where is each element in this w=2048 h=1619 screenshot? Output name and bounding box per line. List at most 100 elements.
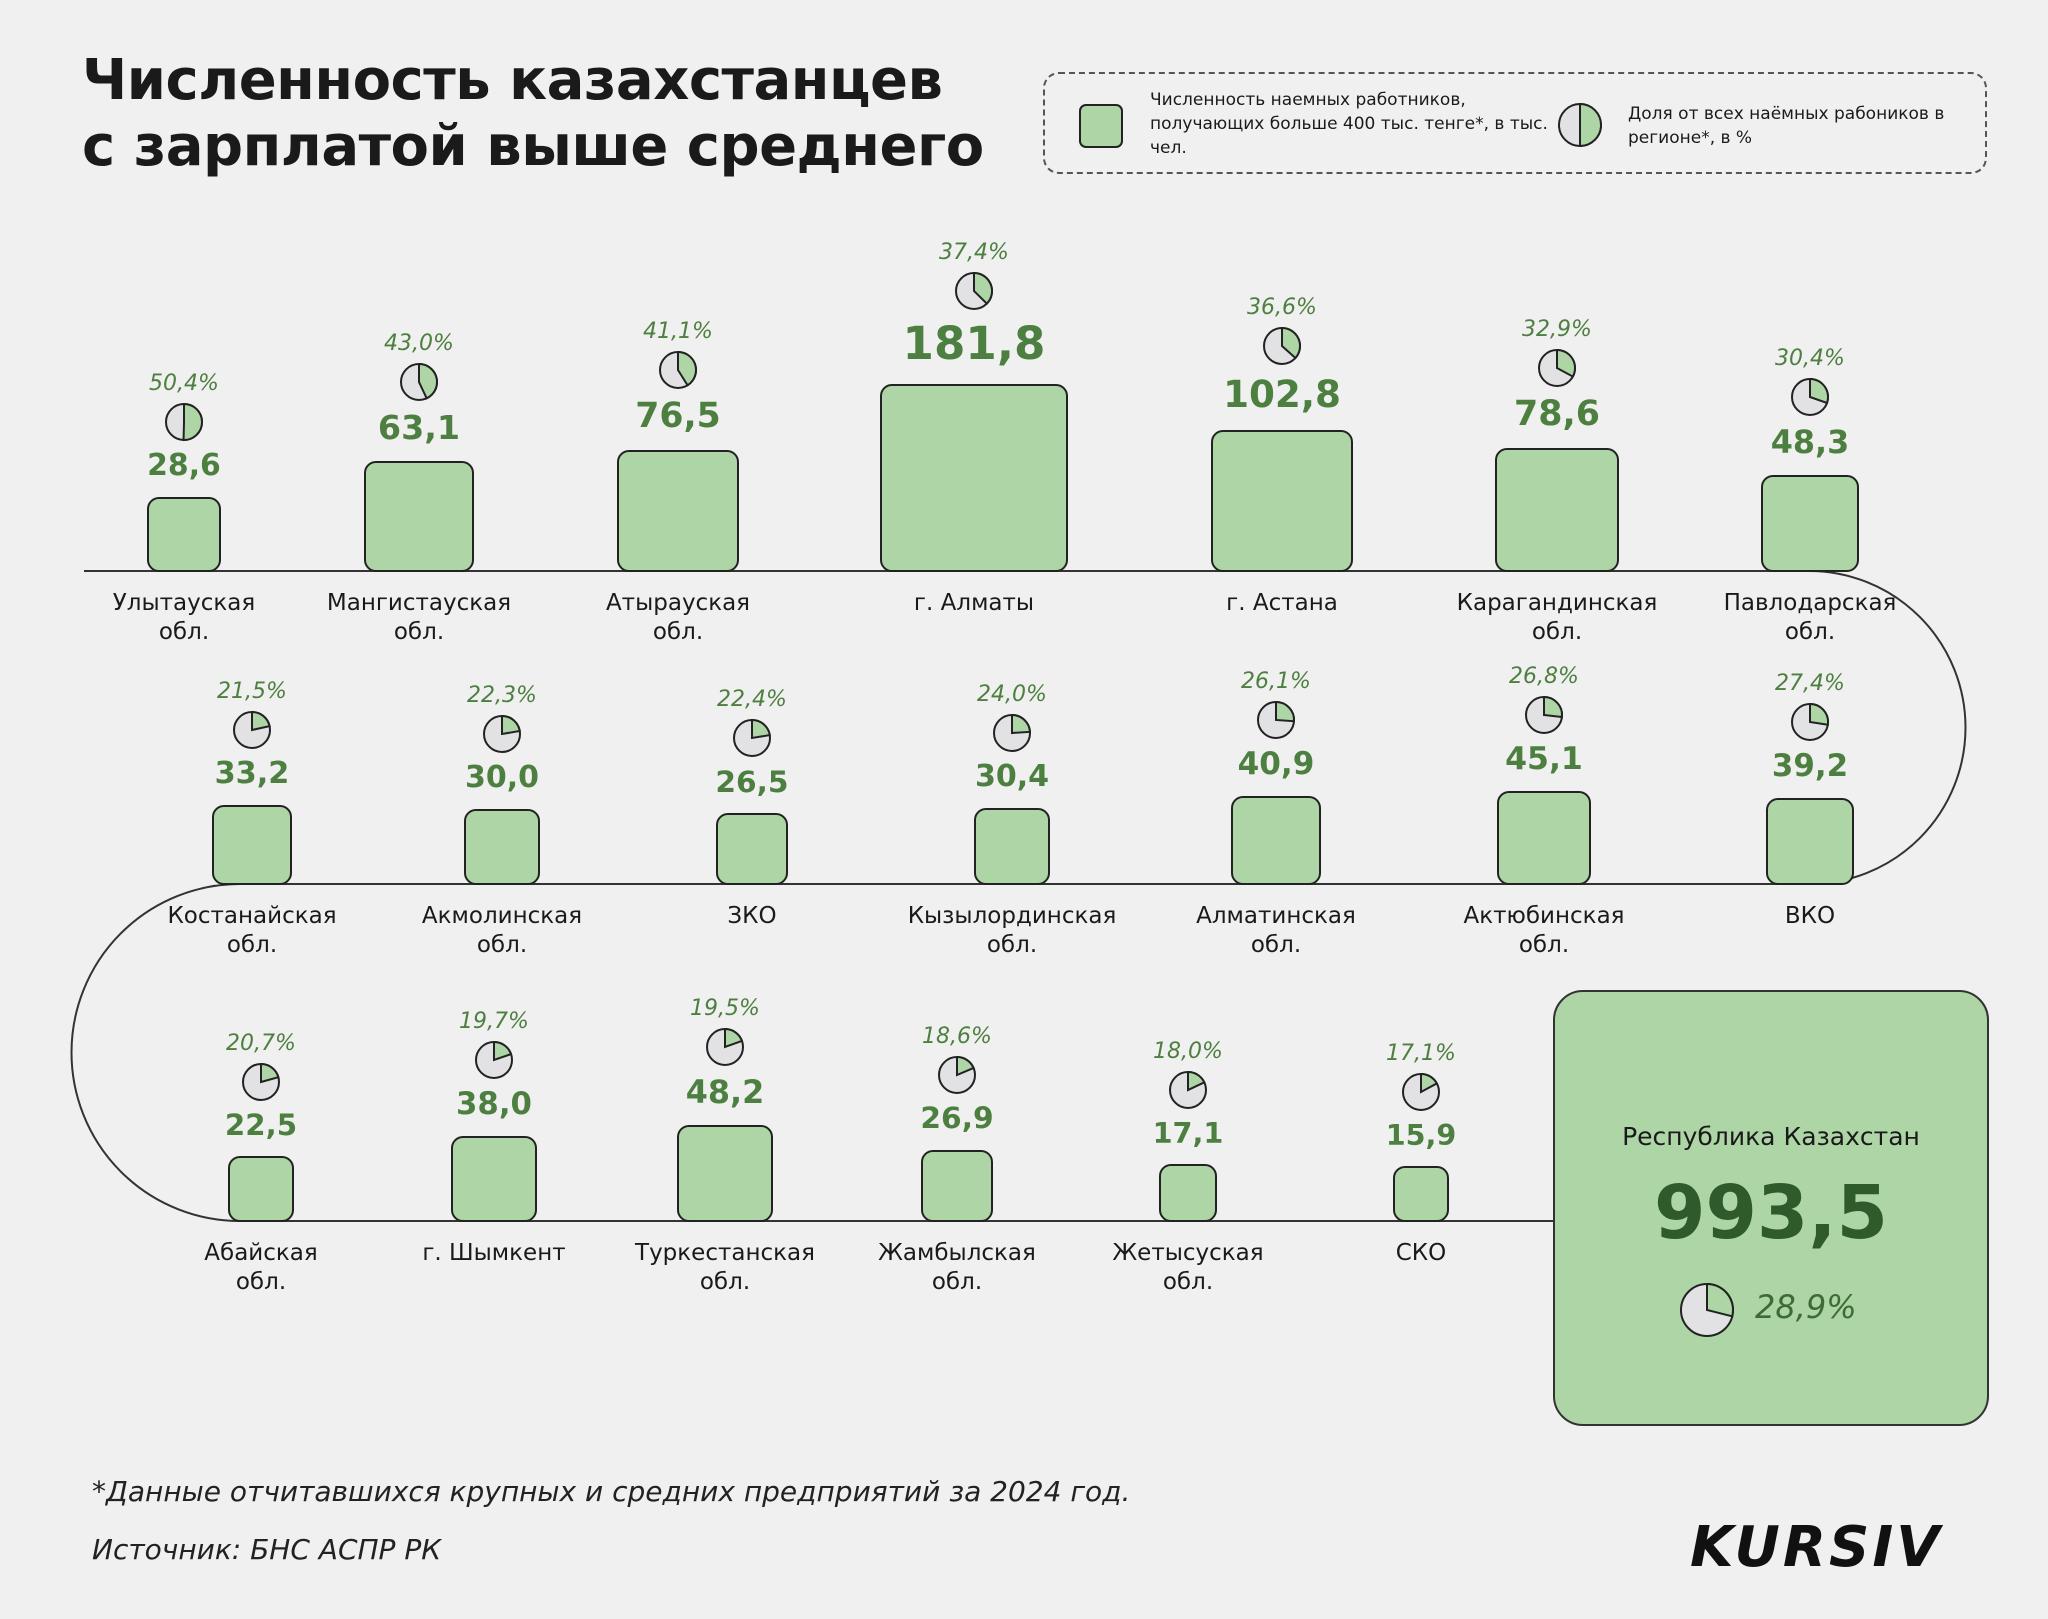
value-box <box>1393 1166 1449 1222</box>
share-label: 19,5% <box>690 996 760 1021</box>
value-label: 33,2 <box>214 756 290 791</box>
share-label: 22,3% <box>467 683 537 708</box>
value-label: 40,9 <box>1237 746 1315 782</box>
region-name: г. Астана <box>1226 590 1338 616</box>
share-label: 22,4% <box>717 687 787 712</box>
share-label: 50,4% <box>149 371 219 396</box>
source: Источник: БНС АСПР РК <box>92 1533 442 1566</box>
region-name: ВКО <box>1784 903 1836 929</box>
pie-slice <box>1275 700 1295 723</box>
pie-slice <box>251 710 271 732</box>
pie-slice <box>956 1055 975 1077</box>
value-label: 38,0 <box>456 1086 532 1122</box>
share-pie-icon <box>400 362 438 401</box>
region-name: Кызылординская обл. <box>907 903 1117 958</box>
value-label: 63,1 <box>377 408 461 447</box>
pie-slice <box>1809 702 1829 726</box>
pie-slice <box>1706 1282 1734 1318</box>
share-label: 26,8% <box>1509 664 1579 689</box>
share-label: 17,1% <box>1386 1041 1456 1066</box>
value-label: 30,4 <box>974 759 1050 794</box>
value-box <box>920 1150 994 1223</box>
value-box <box>1766 798 1854 886</box>
value-label: 17,1 <box>1152 1116 1224 1150</box>
share-pie-icon <box>993 713 1032 752</box>
region-name: Атырауская обл. <box>605 590 751 645</box>
share-pie-icon <box>1525 695 1563 734</box>
value-label: 76,5 <box>635 396 721 436</box>
value-box <box>450 1136 538 1223</box>
share-pie-icon <box>233 710 271 749</box>
region-name: Алматинская обл. <box>1196 903 1356 958</box>
legend: Численность наемных работников, получающ… <box>1043 72 1987 174</box>
share-label: 32,9% <box>1522 317 1592 342</box>
value-box <box>879 384 1069 573</box>
region-name: Акмолинская обл. <box>421 903 583 958</box>
value-label: 30,0 <box>464 760 540 795</box>
value-label: 48,2 <box>685 1073 765 1111</box>
value-box <box>1159 1164 1217 1222</box>
region-name: Улытауская обл. <box>112 590 256 645</box>
share-pie-icon <box>483 714 521 753</box>
value-box <box>146 497 222 572</box>
legend-pie-icon <box>1558 102 1602 148</box>
value-label: 15,9 <box>1385 1118 1457 1152</box>
kursiv-logo: KURSIV <box>1690 1515 1943 1580</box>
pie-slice <box>751 718 771 740</box>
pie-slice <box>1187 1070 1206 1092</box>
region-name: Жетысуская обл. <box>1112 1240 1264 1295</box>
region-name: СКО <box>1395 1240 1447 1266</box>
region-name: г. Алматы <box>913 590 1035 616</box>
region-name: Павлодарская обл. <box>1723 590 1897 645</box>
share-label: 24,0% <box>977 682 1047 707</box>
share-pie-icon <box>1169 1070 1207 1109</box>
value-box <box>1495 448 1619 572</box>
pie-slice <box>493 1040 513 1062</box>
value-label: 26,5 <box>715 764 789 799</box>
value-box <box>363 461 475 572</box>
pie-slice <box>1556 348 1576 378</box>
share-pie-icon <box>733 718 771 757</box>
value-box <box>227 1156 295 1223</box>
value-box <box>1761 475 1859 573</box>
share-label: 26,1% <box>1241 669 1311 694</box>
share-label: 37,4% <box>939 240 1009 265</box>
pie-slice <box>973 271 993 306</box>
share-label: 21,5% <box>217 679 287 704</box>
region-name: Жамбылская обл. <box>878 1240 1036 1295</box>
share-pie-icon <box>1257 700 1295 739</box>
share-pie-icon <box>1538 348 1576 387</box>
value-label: 181,8 <box>902 317 1046 370</box>
value-label: 26,9 <box>920 1101 994 1136</box>
share-label: 18,0% <box>1153 1039 1223 1064</box>
value-box <box>676 1125 774 1222</box>
region-name: Абайская обл. <box>204 1240 318 1295</box>
value-label: 78,6 <box>1513 394 1600 434</box>
pie-slice <box>1809 377 1829 405</box>
value-label: 39,2 <box>1771 748 1849 784</box>
value-label: 45,1 <box>1505 741 1583 777</box>
share-label: 27,4% <box>1775 671 1845 696</box>
region-name: г. Шымкент <box>422 1240 566 1266</box>
region-name: Карагандинская обл. <box>1456 590 1658 645</box>
share-label: 41,1% <box>643 319 713 344</box>
share-pie-icon <box>242 1062 280 1101</box>
total-pie-icon <box>1680 1282 1734 1337</box>
share-pie-icon <box>475 1040 513 1079</box>
value-label: 102,8 <box>1223 372 1341 416</box>
share-pie-icon <box>1263 326 1301 365</box>
value-label: 22,5 <box>224 1108 298 1142</box>
total-name: Республика Казахстан <box>1622 1122 1920 1151</box>
total-card: Республика Казахстан 993,5 28,9% <box>1553 990 1989 1426</box>
share-label: 18,6% <box>922 1024 992 1049</box>
total-share: 28,9% <box>1755 1288 1857 1326</box>
legend-count-label: Численность наемных работников, получающ… <box>1150 90 1548 158</box>
region-name: Костанайская обл. <box>167 903 337 958</box>
value-box <box>1211 430 1353 572</box>
pie-slice <box>1420 1072 1439 1094</box>
value-label: 28,6 <box>147 448 221 483</box>
title-line-2: с зарплатой выше среднего <box>82 114 984 179</box>
pie-slice <box>724 1027 744 1049</box>
pie-slice <box>677 350 697 387</box>
pie-slice <box>501 714 521 736</box>
